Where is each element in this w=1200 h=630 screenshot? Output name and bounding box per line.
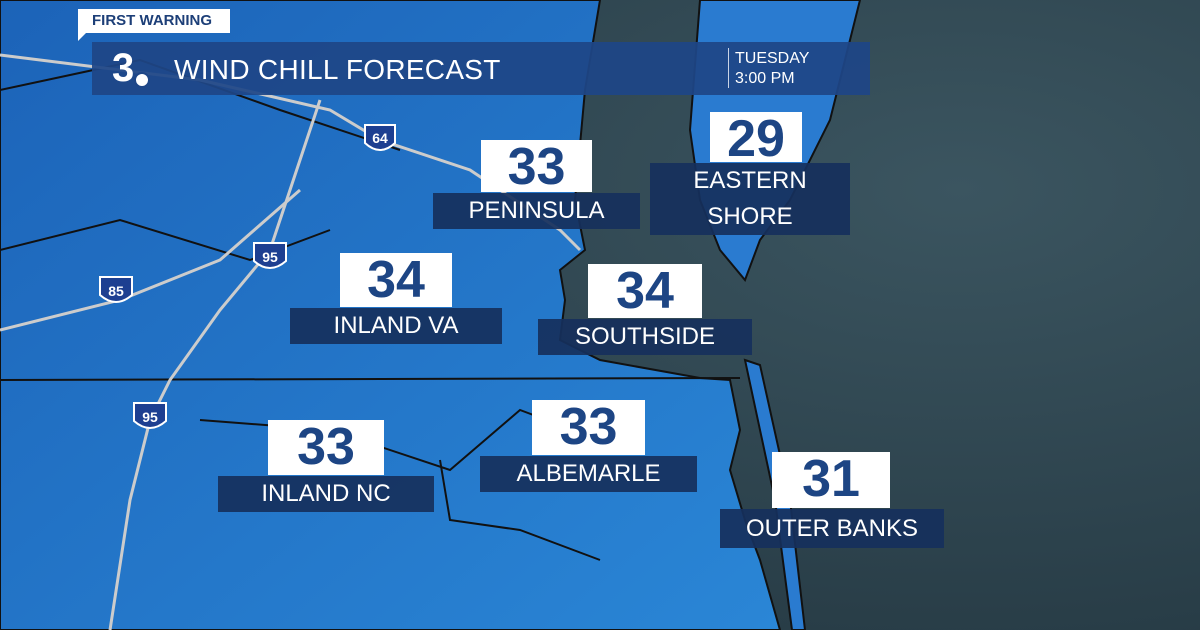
station-logo: 3 bbox=[112, 46, 135, 90]
wind-chill-value: 33 bbox=[481, 140, 592, 194]
interstate-95-shield: 95 bbox=[253, 242, 287, 269]
forecast-hour: 3:00 PM bbox=[735, 70, 795, 87]
title-banner: 3 WIND CHILL FORECAST TUESDAY 3:00 PM bbox=[92, 42, 870, 95]
region-label: EASTERN SHORE bbox=[650, 163, 850, 235]
svg-text:64: 64 bbox=[372, 130, 388, 146]
region-label: OUTER BANKS bbox=[720, 509, 944, 548]
wind-chill-value: 34 bbox=[588, 264, 702, 318]
wind-chill-value: 34 bbox=[340, 253, 452, 307]
region-label: ALBEMARLE bbox=[480, 456, 697, 492]
region-label: SOUTHSIDE bbox=[538, 319, 752, 355]
forecast-day: TUESDAY bbox=[735, 50, 810, 67]
svg-text:85: 85 bbox=[108, 283, 124, 299]
first-warning-tag-tail bbox=[78, 33, 86, 41]
interstate-95-shield: 95 bbox=[133, 402, 167, 429]
page-title: WIND CHILL FORECAST bbox=[174, 54, 501, 85]
svg-text:95: 95 bbox=[262, 249, 278, 265]
banner-divider bbox=[728, 48, 729, 88]
first-warning-tag: FIRST WARNING bbox=[78, 9, 230, 33]
region-label: INLAND VA bbox=[290, 308, 502, 344]
wind-chill-value: 29 bbox=[710, 112, 802, 166]
wind-chill-value: 33 bbox=[532, 400, 645, 455]
region-label: PENINSULA bbox=[433, 193, 640, 229]
region-label: INLAND NC bbox=[218, 476, 434, 512]
interstate-64-shield: 64 bbox=[364, 124, 396, 151]
interstate-85-shield: 85 bbox=[99, 276, 133, 303]
cbs-eye-icon bbox=[134, 72, 150, 88]
svg-text:95: 95 bbox=[142, 409, 158, 425]
interstate-shields: 64 95 85 95 bbox=[99, 124, 396, 429]
forecast-time: TUESDAY 3:00 PM bbox=[735, 49, 809, 89]
wind-chill-value: 31 bbox=[772, 452, 890, 508]
wind-chill-value: 33 bbox=[268, 420, 384, 475]
